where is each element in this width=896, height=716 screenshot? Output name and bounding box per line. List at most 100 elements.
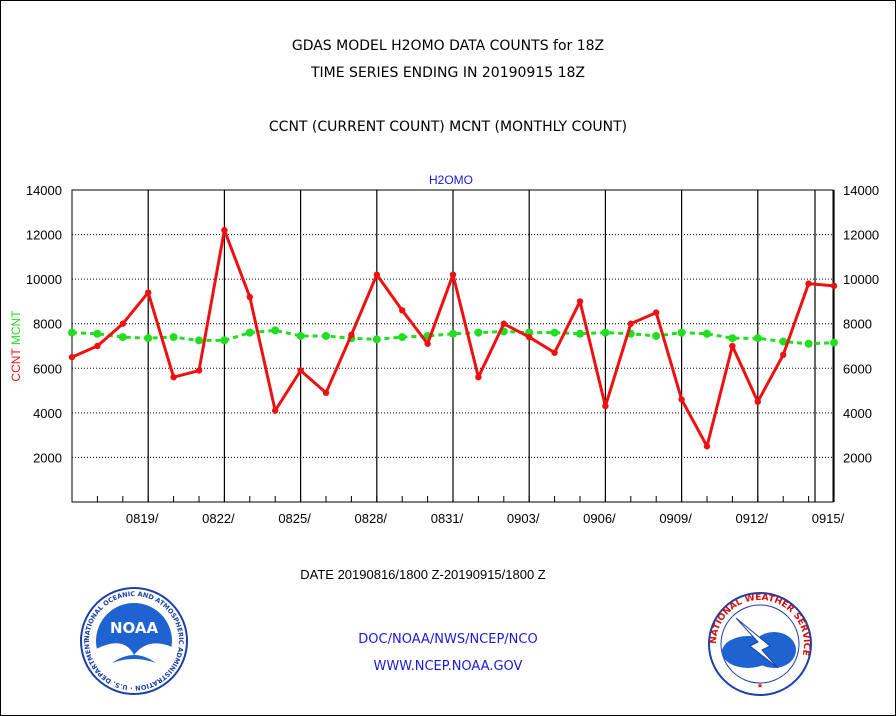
point-mcnt <box>601 328 610 337</box>
point-mcnt <box>652 331 661 340</box>
y-tick-label-right: 8000 <box>843 317 872 332</box>
point-ccnt <box>399 307 406 314</box>
point-mcnt <box>118 333 127 342</box>
point-ccnt <box>221 226 228 234</box>
panel-title: H2OMO <box>429 173 473 187</box>
date-range-label: DATE 20190816/1800 Z-20190915/1800 Z <box>300 567 546 582</box>
svg-text:CCNT MCNT: CCNT MCNT <box>9 310 23 382</box>
x-tick-label: 0825/ <box>278 511 311 526</box>
y-ticks-right: 2000 4000 6000 8000 10000 12000 14000 <box>843 183 879 465</box>
point-mcnt <box>830 338 838 347</box>
point-ccnt <box>703 443 711 450</box>
x-ticks: 0819/0822/0825/0828/0831/0903/0906/0909/… <box>126 511 845 526</box>
y-tick-label-right: 4000 <box>843 406 872 421</box>
point-mcnt <box>271 326 280 335</box>
point-ccnt <box>526 333 533 341</box>
point-mcnt <box>804 339 813 348</box>
point-ccnt <box>805 280 812 287</box>
point-ccnt <box>170 374 177 381</box>
point-ccnt <box>627 320 634 327</box>
y-tick-label-left: 10000 <box>26 272 62 287</box>
y-tick-label-left: 2000 <box>33 450 62 465</box>
y-axis-label: CCNT MCNT <box>9 310 23 382</box>
y-axis-label-mcnt: MCNT <box>9 310 23 349</box>
x-tick-label: 0819/ <box>126 511 159 526</box>
point-mcnt <box>576 329 584 338</box>
point-ccnt <box>119 320 127 327</box>
point-ccnt <box>272 407 279 414</box>
point-ccnt <box>68 353 76 361</box>
point-mcnt <box>296 331 305 340</box>
point-ccnt <box>145 289 152 296</box>
chart-title-line1: GDAS MODEL H2OMO DATA COUNTS for 18Z <box>291 38 605 54</box>
point-mcnt <box>677 328 686 337</box>
point-ccnt <box>246 293 253 301</box>
footer-url: WWW.NCEP.NOAA.GOV <box>373 659 523 674</box>
point-ccnt <box>653 309 660 316</box>
point-mcnt <box>195 336 203 345</box>
point-ccnt <box>551 349 558 356</box>
point-mcnt <box>245 328 254 337</box>
y-tick-label-right: 6000 <box>843 361 872 376</box>
x-tick-label: 0906/ <box>583 511 616 526</box>
point-mcnt <box>728 334 737 343</box>
star-icon: ★ <box>757 680 763 691</box>
x-tick-label: 0912/ <box>736 511 769 526</box>
point-ccnt <box>754 398 761 405</box>
point-mcnt <box>93 329 102 338</box>
x-tick-label: 0915/ <box>812 511 845 526</box>
y-tick-label-left: 14000 <box>26 183 62 198</box>
point-ccnt <box>475 374 482 381</box>
y-tick-label-left: 12000 <box>26 228 62 243</box>
y-tick-label-right: 10000 <box>843 272 879 287</box>
point-mcnt <box>779 337 788 346</box>
point-mcnt <box>372 335 381 344</box>
point-ccnt <box>297 367 304 374</box>
x-tick-label: 0903/ <box>507 511 540 526</box>
point-mcnt <box>449 329 457 338</box>
point-ccnt <box>500 320 507 327</box>
point-mcnt <box>68 328 76 337</box>
footer-credit: DOC/NOAA/NWS/NCEP/NCO <box>358 632 538 647</box>
point-mcnt <box>220 336 229 345</box>
grid-layer <box>71 190 835 502</box>
point-ccnt <box>373 271 380 278</box>
x-tick-label: 0828/ <box>355 511 388 526</box>
chart-title-line2: TIME SERIES ENDING IN 20190915 18Z <box>311 65 585 81</box>
series-layer <box>68 226 838 450</box>
y-ticks-left: 2000 4000 6000 8000 10000 12000 14000 <box>26 183 62 465</box>
x-tick-label: 0831/ <box>431 511 464 526</box>
point-mcnt <box>169 333 178 342</box>
point-mcnt <box>144 334 153 343</box>
point-mcnt <box>703 329 711 338</box>
point-ccnt <box>195 367 203 374</box>
y-tick-label-right: 2000 <box>843 450 872 465</box>
noaa-logo-text: NOAA <box>110 619 159 637</box>
y-tick-label-left: 6000 <box>33 361 62 376</box>
y-tick-label-left: 4000 <box>33 406 62 421</box>
point-mcnt <box>398 333 407 342</box>
point-ccnt <box>602 402 609 410</box>
point-ccnt <box>94 342 101 350</box>
point-ccnt <box>678 396 685 403</box>
y-tick-label-right: 12000 <box>843 228 879 243</box>
y-tick-label-right: 14000 <box>843 183 879 198</box>
point-mcnt <box>753 334 762 343</box>
point-ccnt <box>449 271 457 278</box>
y-axis-label-ccnt: CCNT <box>9 348 23 382</box>
x-tick-label: 0909/ <box>659 511 692 526</box>
point-ccnt <box>729 342 736 350</box>
point-ccnt <box>780 351 787 359</box>
point-ccnt <box>576 298 584 305</box>
noaa-logo: NOAA NATIONAL OCEANIC AND ATMOSPHERIC AD… <box>80 587 188 695</box>
point-ccnt <box>424 340 431 347</box>
point-mcnt <box>322 331 330 340</box>
chart-subtitle: CCNT (CURRENT COUNT) MCNT (MONTHLY COUNT… <box>268 119 628 135</box>
y-tick-label-left: 8000 <box>33 317 62 332</box>
point-mcnt <box>550 328 559 337</box>
point-ccnt <box>322 389 330 396</box>
x-tick-label: 0822/ <box>202 511 235 526</box>
point-ccnt <box>348 331 355 339</box>
point-mcnt <box>474 328 483 337</box>
